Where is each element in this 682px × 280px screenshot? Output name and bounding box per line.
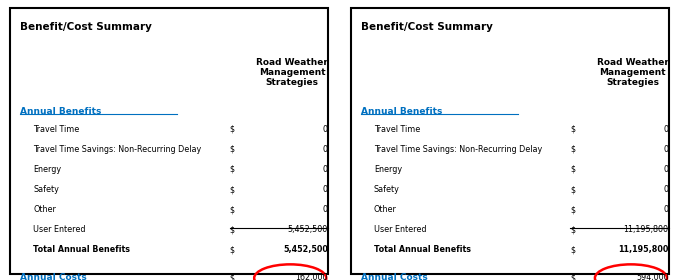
Text: Benefit/Cost Summary: Benefit/Cost Summary — [361, 22, 492, 32]
Text: Travel Time: Travel Time — [33, 125, 79, 134]
Text: $: $ — [230, 145, 235, 154]
Text: Other: Other — [33, 205, 56, 214]
Text: 0: 0 — [664, 205, 668, 214]
Text: 0: 0 — [664, 165, 668, 174]
Text: Safety: Safety — [33, 185, 59, 194]
Text: $: $ — [570, 185, 576, 194]
Text: 162,000: 162,000 — [295, 273, 328, 280]
Text: $: $ — [230, 125, 235, 134]
Text: Annual Costs: Annual Costs — [20, 273, 87, 280]
Text: $: $ — [570, 145, 576, 154]
Text: $: $ — [230, 245, 235, 254]
Text: $: $ — [570, 205, 576, 214]
Text: Road Weather
Management
Strategies: Road Weather Management Strategies — [597, 58, 668, 87]
Text: Annual Costs: Annual Costs — [361, 273, 428, 280]
Text: $: $ — [230, 273, 235, 280]
Text: User Entered: User Entered — [374, 225, 426, 234]
Text: User Entered: User Entered — [33, 225, 85, 234]
Text: $: $ — [230, 185, 235, 194]
Text: $: $ — [570, 125, 576, 134]
Text: $: $ — [230, 225, 235, 234]
Text: Annual Benefits: Annual Benefits — [20, 107, 102, 116]
FancyBboxPatch shape — [10, 8, 328, 274]
Text: Travel Time Savings: Non-Recurring Delay: Travel Time Savings: Non-Recurring Delay — [33, 145, 201, 154]
Text: 0: 0 — [664, 145, 668, 154]
Text: Total Annual Benefits: Total Annual Benefits — [374, 245, 471, 254]
Text: 0: 0 — [323, 145, 328, 154]
Text: Energy: Energy — [33, 165, 61, 174]
FancyBboxPatch shape — [351, 8, 668, 274]
Text: 0: 0 — [664, 125, 668, 134]
Text: Safety: Safety — [374, 185, 400, 194]
Text: $: $ — [570, 245, 576, 254]
Text: $: $ — [230, 205, 235, 214]
Text: $: $ — [230, 165, 235, 174]
Text: Travel Time Savings: Non-Recurring Delay: Travel Time Savings: Non-Recurring Delay — [374, 145, 542, 154]
Text: 594,000: 594,000 — [636, 273, 668, 280]
Text: Other: Other — [374, 205, 397, 214]
Text: Road Weather
Management
Strategies: Road Weather Management Strategies — [256, 58, 328, 87]
Text: 0: 0 — [323, 165, 328, 174]
Text: 0: 0 — [323, 205, 328, 214]
Text: Travel Time: Travel Time — [374, 125, 420, 134]
Text: 0: 0 — [664, 185, 668, 194]
Text: Total Annual Benefits: Total Annual Benefits — [33, 245, 130, 254]
Text: 11,195,800: 11,195,800 — [619, 245, 668, 254]
Text: Benefit/Cost Summary: Benefit/Cost Summary — [20, 22, 152, 32]
Text: $: $ — [570, 165, 576, 174]
Text: 5,452,500: 5,452,500 — [283, 245, 328, 254]
Text: 0: 0 — [323, 185, 328, 194]
Text: $: $ — [570, 225, 576, 234]
Text: 5,452,500: 5,452,500 — [288, 225, 328, 234]
Text: $: $ — [570, 273, 576, 280]
Text: 0: 0 — [323, 125, 328, 134]
Text: 11,195,800: 11,195,800 — [623, 225, 668, 234]
Text: Annual Benefits: Annual Benefits — [361, 107, 442, 116]
Text: Energy: Energy — [374, 165, 402, 174]
